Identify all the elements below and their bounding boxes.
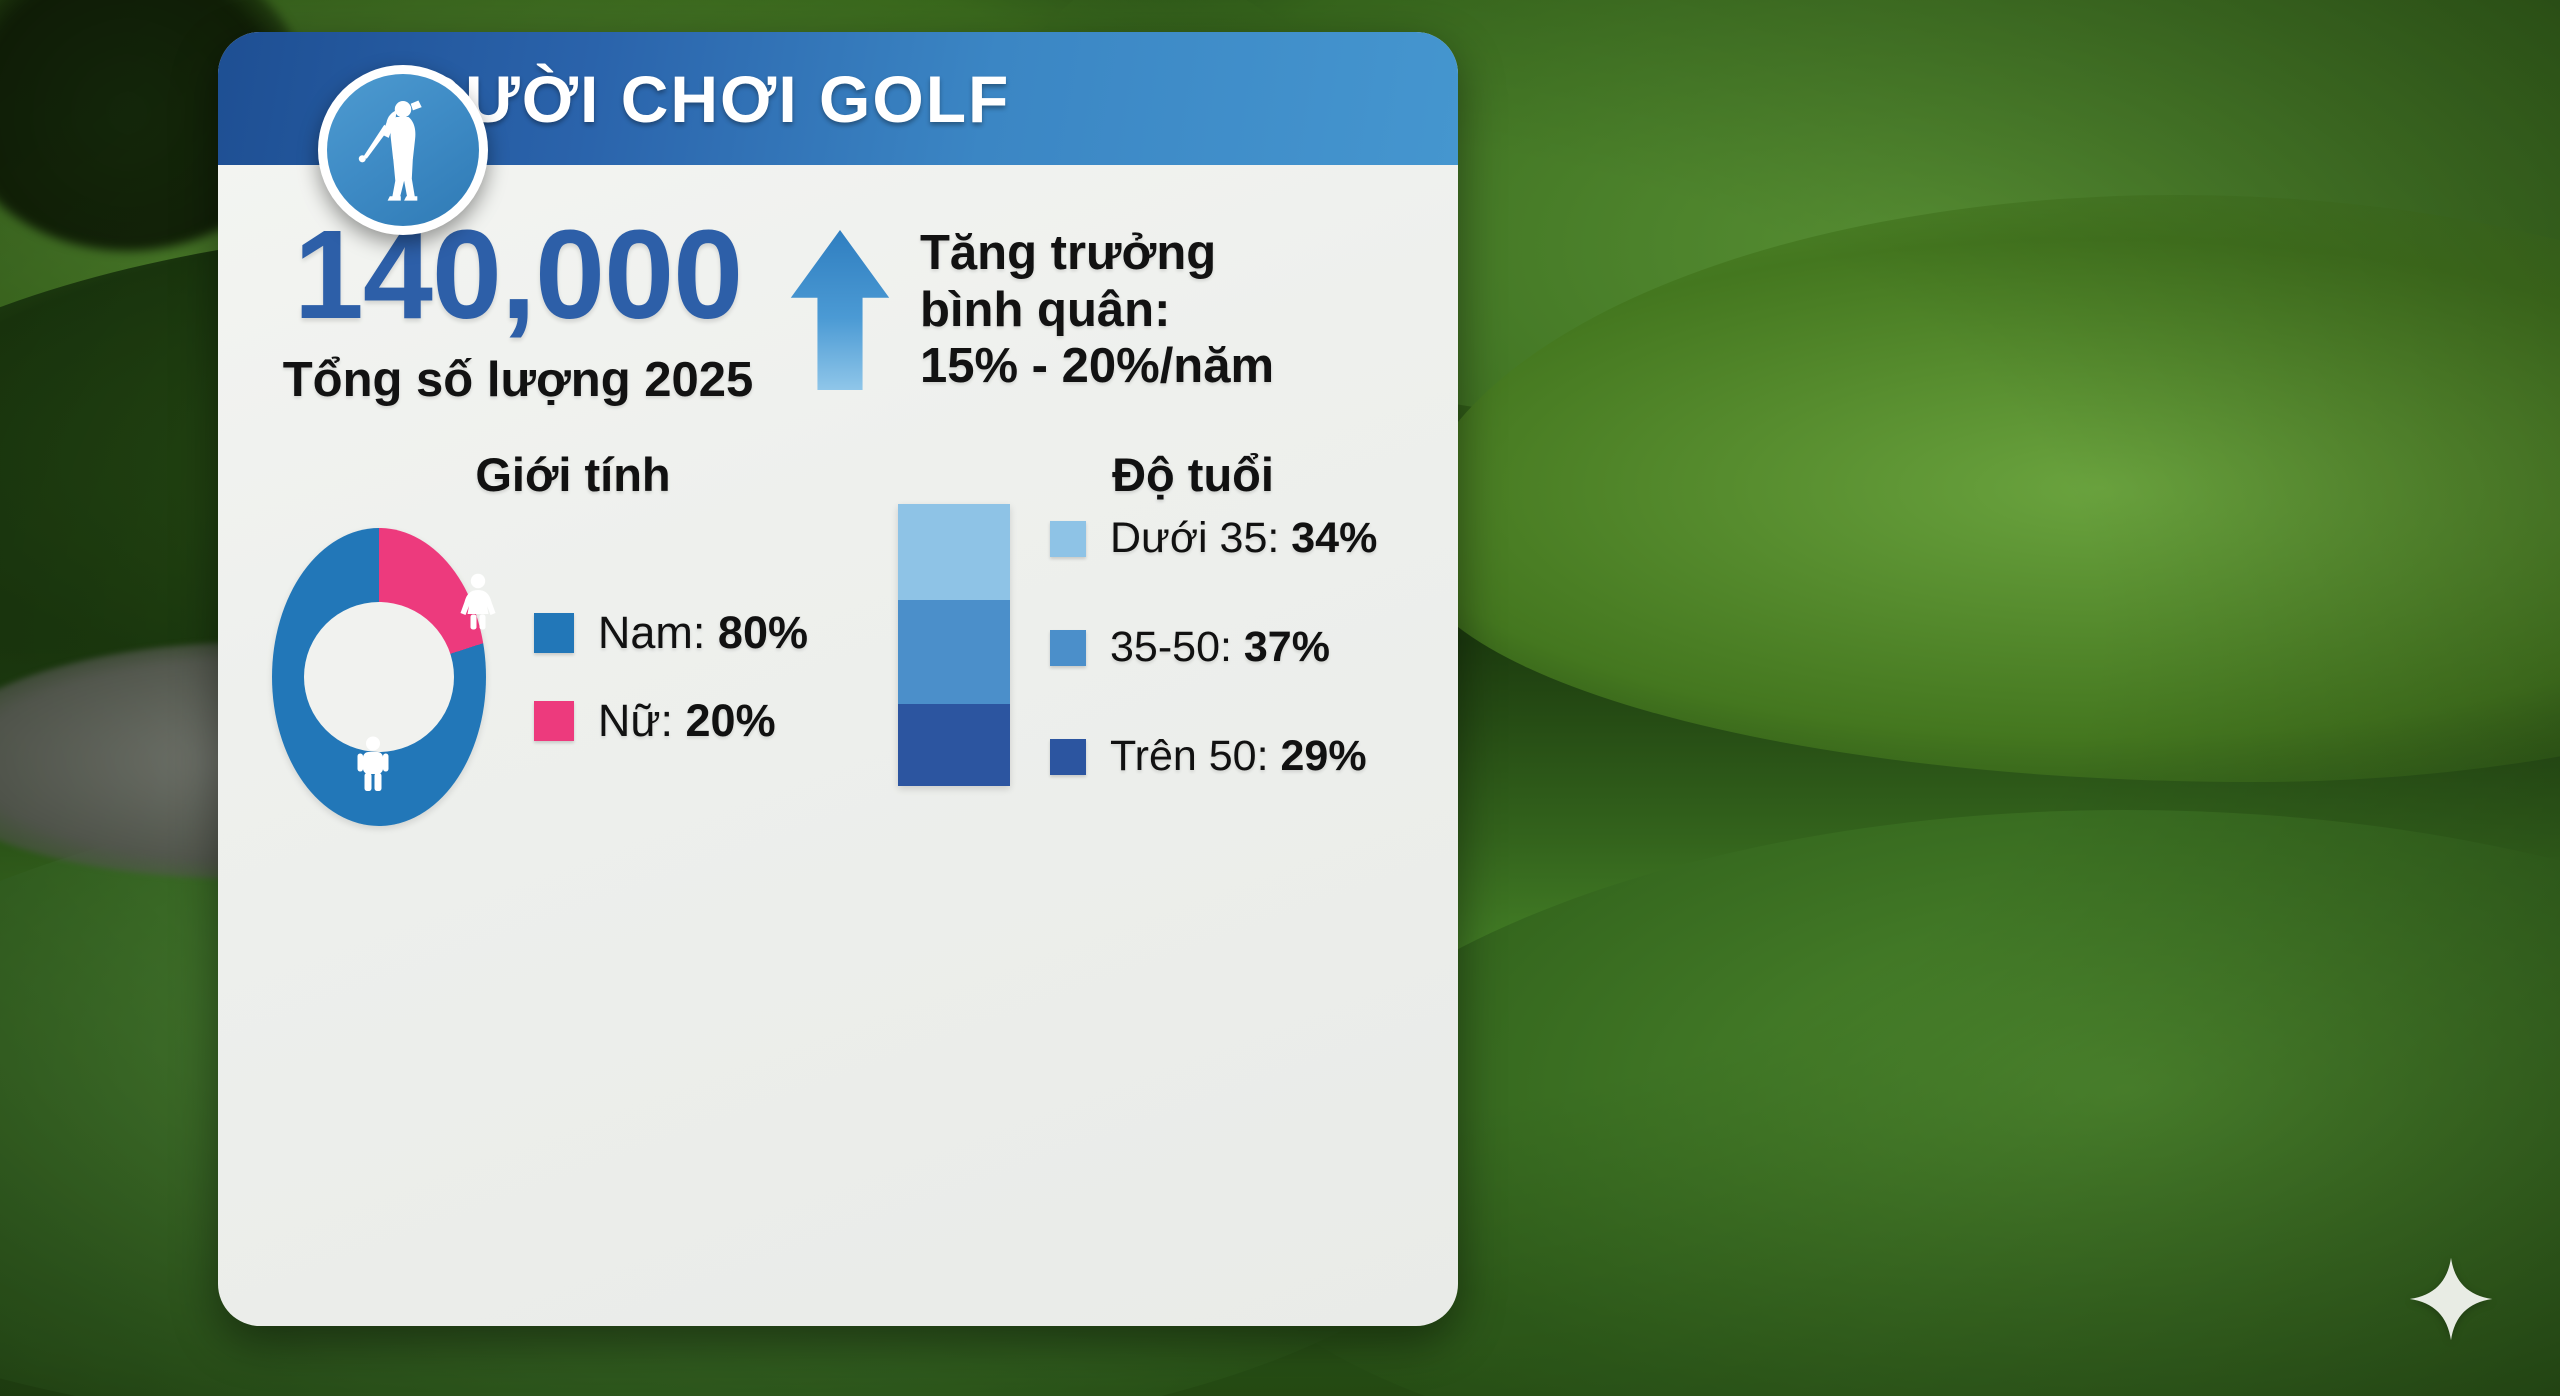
legend-text-over50: Trên 50: 29% [1110, 732, 1367, 781]
legend-text-female: Nữ: 20% [598, 695, 776, 747]
legend-swatch-under35 [1050, 520, 1086, 557]
legend-value-over50: 29% [1280, 732, 1367, 780]
legend-value-female: 20% [685, 695, 776, 746]
legend-text-under35: Dưới 35: 34% [1110, 514, 1377, 563]
infographic-card: NGƯỜI CHƠI GOLF 140,000 Tổng số lượng 20… [218, 32, 1458, 1326]
total-players-label: Tổng số lượng 2025 [282, 353, 754, 407]
gender-donut-chart [272, 528, 496, 826]
age-segment-over50 [898, 704, 1010, 786]
growth-line-1: Tăng trưởng [920, 225, 1217, 280]
male-figure-icon [356, 736, 390, 792]
legend-item: Nữ: 20% [533, 695, 808, 747]
legend-label-female: Nữ: [597, 695, 674, 746]
legend-swatch-male [533, 613, 574, 653]
gender-chart-block: Nam: 80% Nữ: 20% [248, 512, 808, 842]
growth-line-3: 15% - 20%/năm [920, 339, 1275, 394]
legend-swatch-over50 [1050, 738, 1086, 775]
gender-legend: Nam: 80% Nữ: 20% [533, 607, 808, 747]
age-chart-block: Dưới 35: 34% 35-50: 37% Trên 50: 29% [818, 502, 1438, 842]
gender-section-title: Giới tính [475, 448, 671, 501]
legend-label-over50: Trên 50: [1110, 732, 1269, 780]
legend-label-under35: Dưới 35: [1110, 514, 1280, 562]
growth-text-block: Tăng trưởng bình quân: 15% - 20%/năm [920, 225, 1274, 395]
age-legend: Dưới 35: 34% 35-50: 37% Trên 50: 29% [1050, 514, 1377, 781]
up-arrow-icon [788, 228, 892, 392]
growth-line-2: bình quân: [920, 282, 1171, 337]
legend-item: Nam: 80% [533, 607, 808, 659]
age-stacked-bar [898, 504, 1010, 786]
legend-item: Dưới 35: 34% [1050, 514, 1377, 563]
total-players-stat: 140,000 Tổng số lượng 2025 [218, 165, 778, 455]
donut-hole [303, 602, 454, 752]
legend-value-35to50: 37% [1243, 623, 1330, 671]
sparkle-icon [2408, 1256, 2494, 1342]
legend-item: 35-50: 37% [1050, 623, 1377, 672]
legend-swatch-female [533, 701, 574, 741]
age-segment-35to50 [898, 599, 1010, 705]
golfer-swing-icon [327, 74, 479, 226]
legend-text-male: Nam: 80% [598, 607, 808, 659]
legend-label-35to50: 35-50: [1110, 623, 1232, 671]
growth-stat: Tăng trưởng bình quân: 15% - 20%/năm [778, 165, 1458, 455]
total-players-value: 140,000 [293, 204, 743, 345]
legend-item: Trên 50: 29% [1050, 732, 1377, 781]
female-figure-icon [458, 573, 498, 631]
age-section-title: Độ tuổi [1112, 448, 1274, 501]
legend-value-under35: 34% [1291, 514, 1378, 562]
legend-swatch-35to50 [1050, 629, 1086, 666]
legend-value-male: 80% [717, 607, 808, 658]
age-segment-under35 [898, 504, 1010, 600]
legend-text-35to50: 35-50: 37% [1110, 623, 1330, 672]
golfer-badge [318, 65, 488, 235]
top-stats-row: 140,000 Tổng số lượng 2025 [218, 165, 1458, 455]
legend-label-male: Nam: [597, 607, 706, 658]
